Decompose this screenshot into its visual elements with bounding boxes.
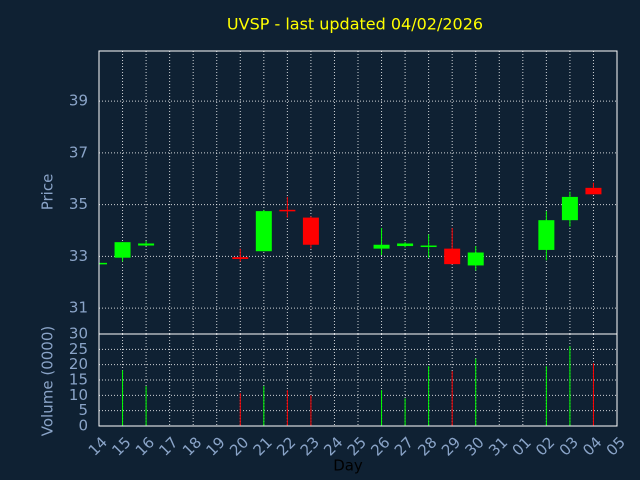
volume-frame (98, 333, 618, 427)
y2-tick-label: 20 (69, 355, 88, 373)
chart-title: UVSP - last updated 04/02/2026 (227, 15, 483, 34)
y-tick-label: 31 (69, 299, 88, 317)
candle-body (138, 243, 155, 246)
candle-body (99, 262, 107, 265)
candle-body (255, 211, 272, 252)
y2-tick-label: 5 (78, 401, 88, 419)
candle-body (373, 244, 390, 249)
x-axis-label: Day (333, 457, 363, 475)
candle-body (561, 196, 578, 221)
y-tick-label: 37 (69, 143, 88, 161)
candle-body (467, 252, 484, 266)
candle-body (444, 248, 461, 265)
y-tick-label: 39 (69, 92, 88, 110)
y-axis-label: Price (39, 174, 57, 211)
candle-body (302, 217, 319, 245)
candle-body (397, 243, 414, 247)
y2-tick-label: 10 (69, 386, 88, 404)
y-tick-label: 33 (69, 247, 88, 265)
candle-body (538, 220, 555, 250)
y2-tick-label: 25 (69, 340, 88, 358)
candle-body (232, 257, 249, 259)
candle-body (279, 209, 296, 212)
candle-body (420, 245, 437, 248)
candle-body (585, 187, 602, 195)
candle-body (114, 242, 131, 258)
y2-tick-label: 0 (78, 417, 88, 435)
y2-tick-label: 30 (69, 325, 88, 343)
volume-axis-label: Volume (0000) (39, 326, 57, 436)
y2-tick-label: 15 (69, 371, 88, 389)
y-tick-label: 35 (69, 195, 88, 213)
